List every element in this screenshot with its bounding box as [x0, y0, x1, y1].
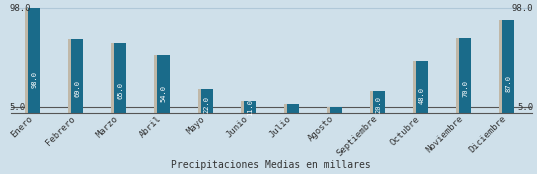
Text: 70.0: 70.0 — [462, 80, 468, 97]
Text: 5.0: 5.0 — [9, 103, 25, 112]
Text: 20.0: 20.0 — [376, 96, 382, 113]
Bar — [241, 101, 253, 113]
Bar — [28, 8, 40, 113]
Text: 98.0: 98.0 — [512, 4, 533, 13]
Text: 54.0: 54.0 — [161, 85, 166, 102]
Bar — [284, 104, 296, 113]
Text: 11.0: 11.0 — [246, 99, 253, 116]
Bar — [330, 107, 342, 113]
Bar — [327, 107, 339, 113]
Text: 22.0: 22.0 — [204, 96, 209, 113]
Bar — [244, 101, 256, 113]
Bar — [499, 20, 511, 113]
Bar — [373, 91, 385, 113]
Text: 48.0: 48.0 — [419, 87, 425, 104]
Bar — [198, 89, 209, 113]
Text: 87.0: 87.0 — [505, 75, 511, 92]
Bar — [200, 89, 213, 113]
Bar — [370, 91, 382, 113]
Bar — [114, 43, 127, 113]
Text: 65.0: 65.0 — [118, 82, 124, 99]
X-axis label: Precipitaciones Medias en millares: Precipitaciones Medias en millares — [171, 160, 371, 170]
Bar — [155, 55, 166, 113]
Bar — [456, 38, 468, 113]
Bar — [413, 61, 425, 113]
Bar — [416, 61, 428, 113]
Bar — [111, 43, 124, 113]
Bar — [25, 8, 38, 113]
Text: 69.0: 69.0 — [75, 81, 81, 97]
Bar — [157, 55, 170, 113]
Text: 5.0: 5.0 — [517, 103, 533, 112]
Bar — [68, 39, 81, 113]
Text: 98.0: 98.0 — [31, 71, 37, 88]
Bar — [71, 39, 83, 113]
Text: 98.0: 98.0 — [9, 4, 31, 13]
Bar — [459, 38, 471, 113]
Bar — [287, 104, 299, 113]
Bar — [502, 20, 514, 113]
